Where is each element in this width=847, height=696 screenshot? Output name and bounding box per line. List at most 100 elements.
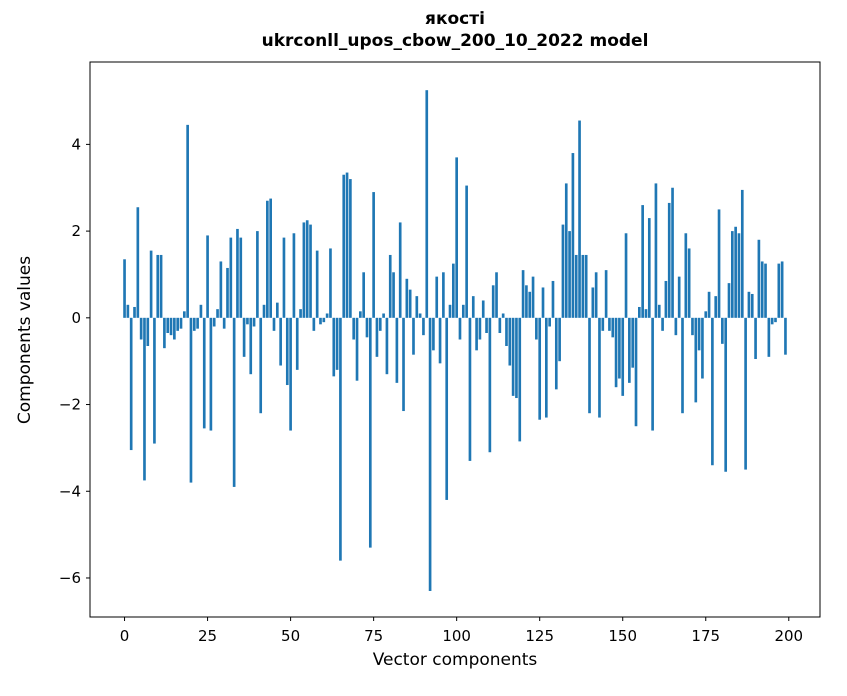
bar — [511, 317, 515, 396]
bar — [242, 317, 246, 357]
bar — [578, 120, 581, 318]
bar — [754, 317, 757, 360]
bar — [598, 317, 601, 418]
bar — [289, 317, 292, 431]
bar — [554, 317, 558, 390]
bar — [412, 317, 415, 355]
bar — [515, 317, 518, 399]
bar — [222, 317, 226, 329]
bar — [156, 254, 160, 318]
bar — [687, 248, 691, 318]
bar — [661, 317, 664, 331]
bar — [558, 317, 561, 362]
bar — [355, 317, 359, 381]
bar — [475, 317, 478, 351]
bar — [249, 317, 253, 375]
bar — [319, 317, 322, 325]
x-tick-label: 125 — [525, 627, 554, 645]
bar — [488, 317, 492, 453]
x-tick-label: 150 — [608, 627, 637, 645]
bar — [691, 317, 694, 336]
bar — [757, 239, 761, 318]
bar — [618, 317, 621, 379]
chart-title-line1: якості — [425, 9, 485, 29]
bar — [282, 237, 286, 318]
bar — [325, 313, 329, 318]
bar — [471, 296, 475, 318]
bar — [501, 313, 505, 318]
bar — [681, 317, 684, 414]
bar — [239, 237, 243, 318]
x-axis-label: Vector components — [372, 650, 538, 670]
bar — [292, 233, 296, 318]
bar — [671, 187, 674, 318]
bar — [418, 313, 422, 318]
bar — [588, 317, 591, 414]
bar — [182, 311, 186, 318]
bar — [591, 287, 595, 318]
bar — [312, 317, 316, 331]
bar — [664, 280, 668, 318]
bar — [285, 317, 289, 386]
bar — [545, 317, 548, 418]
bar — [711, 317, 714, 466]
bar — [601, 317, 605, 331]
x-tick-label: 175 — [691, 627, 720, 645]
bar — [707, 291, 711, 318]
bar — [438, 317, 442, 364]
bar — [538, 317, 542, 420]
bar — [388, 254, 392, 318]
bar — [335, 317, 339, 370]
bar — [784, 317, 787, 355]
bar — [657, 304, 661, 318]
bar — [402, 317, 405, 412]
bar — [701, 317, 704, 379]
x-tick-label: 0 — [120, 627, 130, 645]
bar — [561, 224, 565, 318]
bar — [143, 317, 146, 481]
bar — [674, 317, 678, 336]
bar — [518, 317, 522, 442]
bar — [315, 250, 319, 318]
bar — [551, 280, 555, 318]
bar — [584, 254, 588, 318]
bar — [608, 317, 611, 331]
bar — [256, 231, 259, 318]
bar — [734, 226, 737, 318]
bar — [425, 90, 429, 318]
bar — [246, 317, 249, 325]
bar — [548, 317, 551, 327]
bar — [123, 259, 126, 318]
y-tick-label: 4 — [71, 135, 81, 153]
bar — [747, 291, 751, 318]
bar — [226, 267, 229, 318]
bar — [159, 254, 163, 318]
bar — [212, 317, 216, 327]
bar — [571, 153, 575, 318]
bar — [651, 317, 654, 431]
bar — [362, 272, 365, 318]
bar — [594, 272, 598, 318]
axes-frame — [89, 61, 821, 618]
bar — [744, 317, 747, 470]
bar — [581, 254, 585, 318]
bar — [624, 233, 628, 318]
bar — [697, 317, 701, 351]
bar — [232, 317, 236, 487]
bar — [461, 304, 465, 318]
bar — [694, 317, 698, 403]
bar — [179, 317, 183, 329]
bar — [481, 300, 485, 318]
bar — [714, 296, 718, 318]
bar — [173, 317, 176, 340]
bar — [299, 309, 302, 318]
bar — [428, 317, 432, 591]
bar — [638, 306, 641, 318]
bar — [445, 317, 449, 500]
bar — [458, 317, 462, 340]
bar — [163, 317, 166, 349]
bar — [495, 272, 498, 318]
bar — [252, 317, 256, 327]
bar — [628, 317, 631, 383]
